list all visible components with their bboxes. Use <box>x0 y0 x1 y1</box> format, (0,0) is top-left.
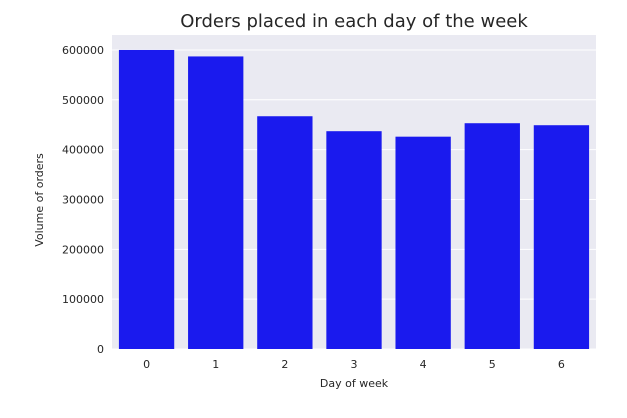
chart-title: Orders placed in each day of the week <box>180 11 528 32</box>
x-tick-label: 1 <box>212 358 219 371</box>
bar-day-6 <box>533 125 590 349</box>
y-tick-label: 500000 <box>62 94 104 107</box>
bar-day-5 <box>464 123 520 349</box>
bar-day-4 <box>395 136 451 349</box>
y-tick-label: 100000 <box>62 293 104 306</box>
y-tick-label: 0 <box>97 343 104 356</box>
x-tick-label: 5 <box>489 358 496 371</box>
bar-day-2 <box>257 116 313 349</box>
y-tick-label: 400000 <box>62 144 104 157</box>
y-axis-label: Volume of orders <box>33 153 46 247</box>
x-tick-label: 4 <box>420 358 427 371</box>
bar-day-0 <box>118 49 175 349</box>
y-tick-label: 600000 <box>62 44 104 57</box>
x-axis-label: Day of week <box>320 377 389 390</box>
y-tick-label: 300000 <box>62 193 104 206</box>
y-axis-ticks: 0 100000 200000 300000 400000 500000 600000 <box>62 44 104 356</box>
bar-day-1 <box>188 56 244 349</box>
x-tick-label: 0 <box>143 358 150 371</box>
x-axis-ticks: 0 1 2 3 4 5 6 <box>143 358 565 371</box>
bar-day-3 <box>326 131 382 349</box>
y-tick-label: 200000 <box>62 243 104 256</box>
x-tick-label: 3 <box>351 358 358 371</box>
x-tick-label: 6 <box>558 358 565 371</box>
bars <box>118 49 590 349</box>
x-tick-label: 2 <box>281 358 288 371</box>
